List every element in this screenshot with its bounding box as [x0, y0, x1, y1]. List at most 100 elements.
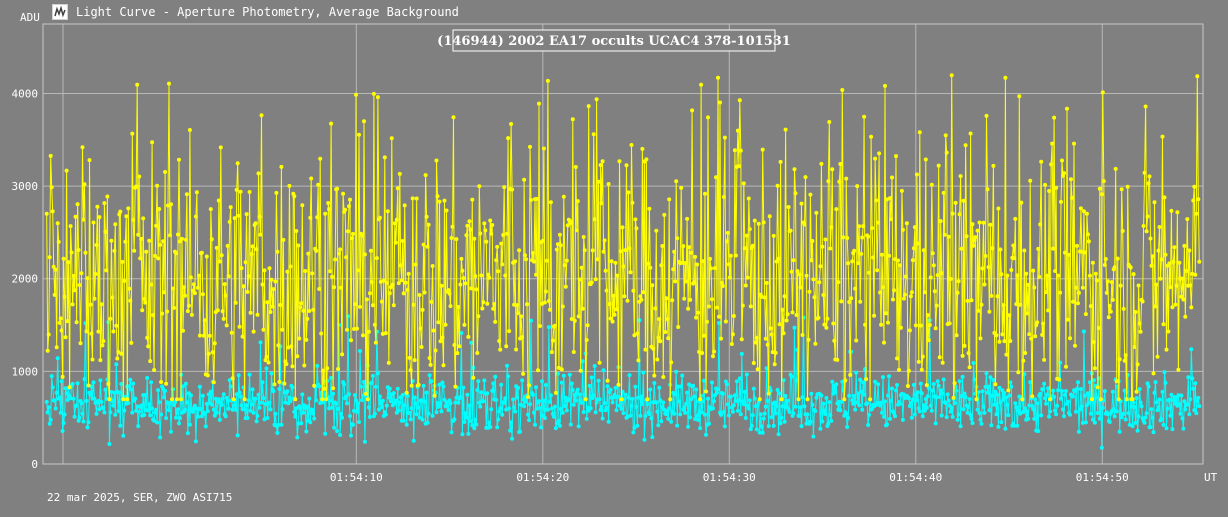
target-series-point: [354, 92, 358, 97]
background-series-point: [561, 373, 566, 378]
target-series-point: [724, 239, 729, 244]
background-series-point: [685, 390, 690, 395]
target-series-point: [732, 148, 737, 153]
target-series-point: [276, 343, 281, 348]
background-series-point: [675, 423, 680, 428]
target-series-point: [1095, 385, 1100, 390]
y-axis-label: ADU: [20, 11, 40, 24]
background-series-point: [1094, 395, 1099, 400]
target-series-point: [918, 323, 923, 328]
target-series-point: [421, 242, 426, 247]
target-series-point: [442, 198, 447, 203]
background-series-point: [649, 416, 654, 421]
target-series-point: [861, 224, 866, 229]
target-series-point: [118, 209, 123, 214]
target-series-point: [782, 294, 787, 299]
target-series-point: [459, 256, 464, 261]
background-series-point: [545, 407, 550, 412]
background-series-point: [298, 406, 303, 411]
background-series-point: [273, 411, 278, 416]
background-series-point: [584, 416, 589, 421]
background-series-point: [99, 399, 104, 404]
background-series-point: [127, 384, 132, 389]
target-series-point: [310, 271, 315, 276]
target-series-point: [1069, 177, 1073, 182]
background-series-point: [782, 419, 787, 424]
background-series-point: [968, 413, 973, 417]
background-series-point: [599, 404, 604, 409]
target-series-point: [404, 390, 409, 395]
target-series-point: [937, 355, 942, 360]
target-series-point: [701, 259, 706, 264]
target-series-point: [580, 306, 585, 311]
target-series-point: [68, 224, 73, 229]
target-series-point: [153, 253, 158, 258]
target-series-point: [571, 350, 576, 354]
target-series-point: [1171, 259, 1176, 264]
background-series-point: [1031, 407, 1036, 412]
target-series-point: [82, 182, 87, 187]
background-series-point: [986, 384, 991, 389]
background-series-point: [696, 417, 701, 422]
target-series-point: [84, 329, 89, 334]
background-series-point: [310, 407, 315, 412]
x-tick-label: 01:54:30: [703, 471, 756, 484]
target-series-point: [578, 368, 583, 373]
background-series-point: [258, 340, 263, 345]
background-series-point: [628, 413, 633, 418]
target-series-point: [353, 302, 357, 307]
background-series-point: [937, 395, 942, 399]
target-series-point: [574, 228, 579, 233]
background-series-point: [601, 368, 606, 373]
background-series-point: [568, 422, 573, 427]
background-series-point: [121, 433, 126, 438]
target-series-point: [293, 397, 298, 402]
target-series-point: [482, 221, 487, 226]
target-series-point: [1000, 332, 1005, 337]
target-series-point: [194, 190, 199, 195]
background-series-point: [265, 416, 270, 420]
target-series-point: [1052, 115, 1057, 120]
target-series-point: [49, 185, 54, 190]
target-series-point: [368, 248, 373, 253]
background-series-point: [1056, 388, 1061, 393]
background-series-point: [300, 392, 305, 397]
target-series-point: [345, 327, 349, 332]
target-series-point: [717, 314, 721, 319]
target-series-point: [170, 397, 174, 402]
background-series-point: [766, 424, 771, 429]
background-series-point: [1021, 410, 1026, 414]
background-series-point: [739, 351, 744, 356]
background-series-point: [118, 423, 123, 428]
target-series-point: [1017, 94, 1022, 99]
background-series-point: [1027, 403, 1032, 408]
background-series-point: [1194, 411, 1199, 416]
target-series-point: [917, 130, 922, 135]
background-series-point: [992, 402, 997, 407]
target-series-point: [154, 223, 159, 228]
background-series-point: [64, 391, 69, 396]
target-series-point: [165, 309, 170, 314]
background-series-point: [58, 410, 63, 415]
background-series-point: [254, 419, 259, 424]
background-series-point: [1060, 389, 1064, 393]
background-series-point: [373, 384, 378, 389]
background-series-point: [48, 417, 53, 422]
target-series-point: [1143, 104, 1148, 109]
target-series-point: [202, 318, 207, 323]
target-series-point: [138, 256, 143, 261]
background-series-point: [524, 399, 528, 404]
target-series-point: [383, 331, 388, 336]
target-series-point: [1093, 271, 1098, 276]
background-series-point: [295, 435, 300, 440]
target-series-point: [516, 311, 521, 316]
target-series-point: [1144, 229, 1149, 234]
background-series-point: [94, 411, 99, 416]
background-series-point: [547, 399, 552, 404]
background-series-point: [246, 398, 251, 403]
target-series-point: [285, 269, 290, 274]
background-series-point: [111, 403, 116, 408]
background-series-point: [975, 407, 980, 412]
target-series-point: [871, 255, 876, 260]
target-series-point: [161, 239, 166, 244]
